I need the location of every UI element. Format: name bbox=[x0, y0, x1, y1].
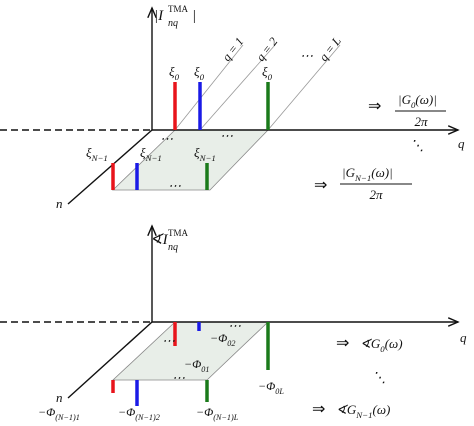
symbol: |G bbox=[342, 165, 356, 180]
argument: (ω)| bbox=[371, 165, 392, 180]
subscript: 0 bbox=[200, 72, 205, 82]
label: 2π bbox=[414, 114, 428, 129]
math-label: ξN−1 bbox=[140, 145, 162, 163]
label: q bbox=[458, 136, 465, 151]
symbol: ξ bbox=[86, 145, 92, 160]
dots: ⋯ bbox=[162, 333, 175, 348]
symbol: ∢G bbox=[336, 402, 357, 417]
dots: ⋯ bbox=[172, 370, 185, 385]
math-label: −Φ(N−1)2 bbox=[118, 405, 160, 422]
label: q bbox=[460, 330, 467, 345]
dots: ⋱ bbox=[410, 139, 424, 154]
subscript: (N−1)2 bbox=[135, 413, 160, 422]
label: TMA bbox=[168, 4, 189, 14]
label: ∢I bbox=[150, 232, 169, 248]
subscript: 0 bbox=[175, 72, 180, 82]
symbol: −Φ bbox=[184, 357, 201, 371]
symbol: −Φ bbox=[196, 405, 213, 419]
math-label: |G0(ω)| bbox=[398, 92, 437, 110]
label: TMA bbox=[168, 228, 189, 238]
subscript: (N−1)L bbox=[213, 413, 238, 422]
q-line bbox=[199, 44, 276, 131]
symbol: ξ bbox=[262, 64, 268, 79]
math-label: ∢GN−1(ω) bbox=[336, 402, 390, 420]
symbol: −Φ bbox=[38, 405, 55, 419]
math-label: ξ0 bbox=[169, 64, 180, 82]
label: |I bbox=[154, 8, 164, 24]
symbol: |G bbox=[398, 92, 412, 107]
q-label: q = L bbox=[316, 34, 344, 64]
subscript: 02 bbox=[227, 339, 235, 348]
dots: ⋯ bbox=[220, 128, 233, 143]
subscript: N−1 bbox=[145, 153, 162, 163]
symbol: ξ bbox=[169, 64, 175, 79]
subscript: N−1 bbox=[199, 153, 216, 163]
subscript: (N−1)1 bbox=[55, 413, 80, 422]
label: n bbox=[56, 390, 63, 405]
symbol: −Φ bbox=[210, 331, 227, 345]
math-label: −Φ(N−1)1 bbox=[38, 405, 80, 422]
subscript: 01 bbox=[201, 365, 209, 374]
math-label: ξ0 bbox=[194, 64, 205, 82]
math-label: ξ0 bbox=[262, 64, 273, 82]
symbol: ξ bbox=[194, 145, 200, 160]
argument: (ω) bbox=[373, 402, 391, 417]
n-axis bbox=[67, 129, 153, 205]
n-axis bbox=[67, 321, 153, 399]
math-label: |GN−1(ω)| bbox=[342, 165, 393, 183]
subscript: 0 bbox=[268, 72, 273, 82]
top-panel bbox=[0, 8, 458, 205]
argument: (ω) bbox=[385, 336, 403, 351]
math-label: −Φ(N−1)L bbox=[196, 405, 239, 422]
symbol: −Φ bbox=[258, 379, 275, 393]
subscript: N−1 bbox=[91, 153, 108, 163]
bottom-panel bbox=[0, 226, 458, 406]
math-label: ξN−1 bbox=[194, 145, 216, 163]
symbol: ∢G bbox=[360, 336, 381, 351]
argument: (ω)| bbox=[415, 92, 436, 107]
q-label: q = 1 bbox=[219, 35, 246, 64]
symbol: −Φ bbox=[118, 405, 135, 419]
math-label: ξN−1 bbox=[86, 145, 108, 163]
subscript: N−1 bbox=[355, 410, 372, 420]
arrow: ⇒ bbox=[368, 98, 381, 115]
dots: ⋯ bbox=[300, 48, 313, 63]
math-label: −Φ02 bbox=[210, 331, 235, 348]
label: nq bbox=[168, 18, 178, 29]
arrow: ⇒ bbox=[314, 177, 327, 194]
subscript: 0 bbox=[411, 100, 416, 110]
subscript: 0L bbox=[275, 387, 284, 396]
dots: ⋯ bbox=[160, 131, 173, 146]
symbol: ξ bbox=[194, 64, 200, 79]
label: n bbox=[56, 196, 63, 211]
arrow: ⇒ bbox=[336, 335, 349, 352]
dots: ⋯ bbox=[228, 318, 241, 333]
q-label: q = 2 bbox=[253, 35, 280, 64]
math-label: ∢G0(ω) bbox=[360, 336, 403, 354]
label: 2π bbox=[369, 187, 383, 202]
arrow: ⇒ bbox=[312, 401, 325, 418]
label: | bbox=[192, 8, 196, 24]
subscript: 0 bbox=[380, 344, 385, 354]
label: nq bbox=[168, 242, 178, 253]
subscript: N−1 bbox=[354, 173, 371, 183]
dots: ⋯ bbox=[168, 178, 181, 193]
math-label: −Φ0L bbox=[258, 379, 284, 396]
dots: ⋱ bbox=[372, 371, 386, 386]
q-line bbox=[174, 44, 244, 131]
math-label: −Φ01 bbox=[184, 357, 209, 374]
q-line bbox=[267, 44, 341, 131]
shaded-plane bbox=[111, 321, 270, 381]
symbol: ξ bbox=[140, 145, 146, 160]
